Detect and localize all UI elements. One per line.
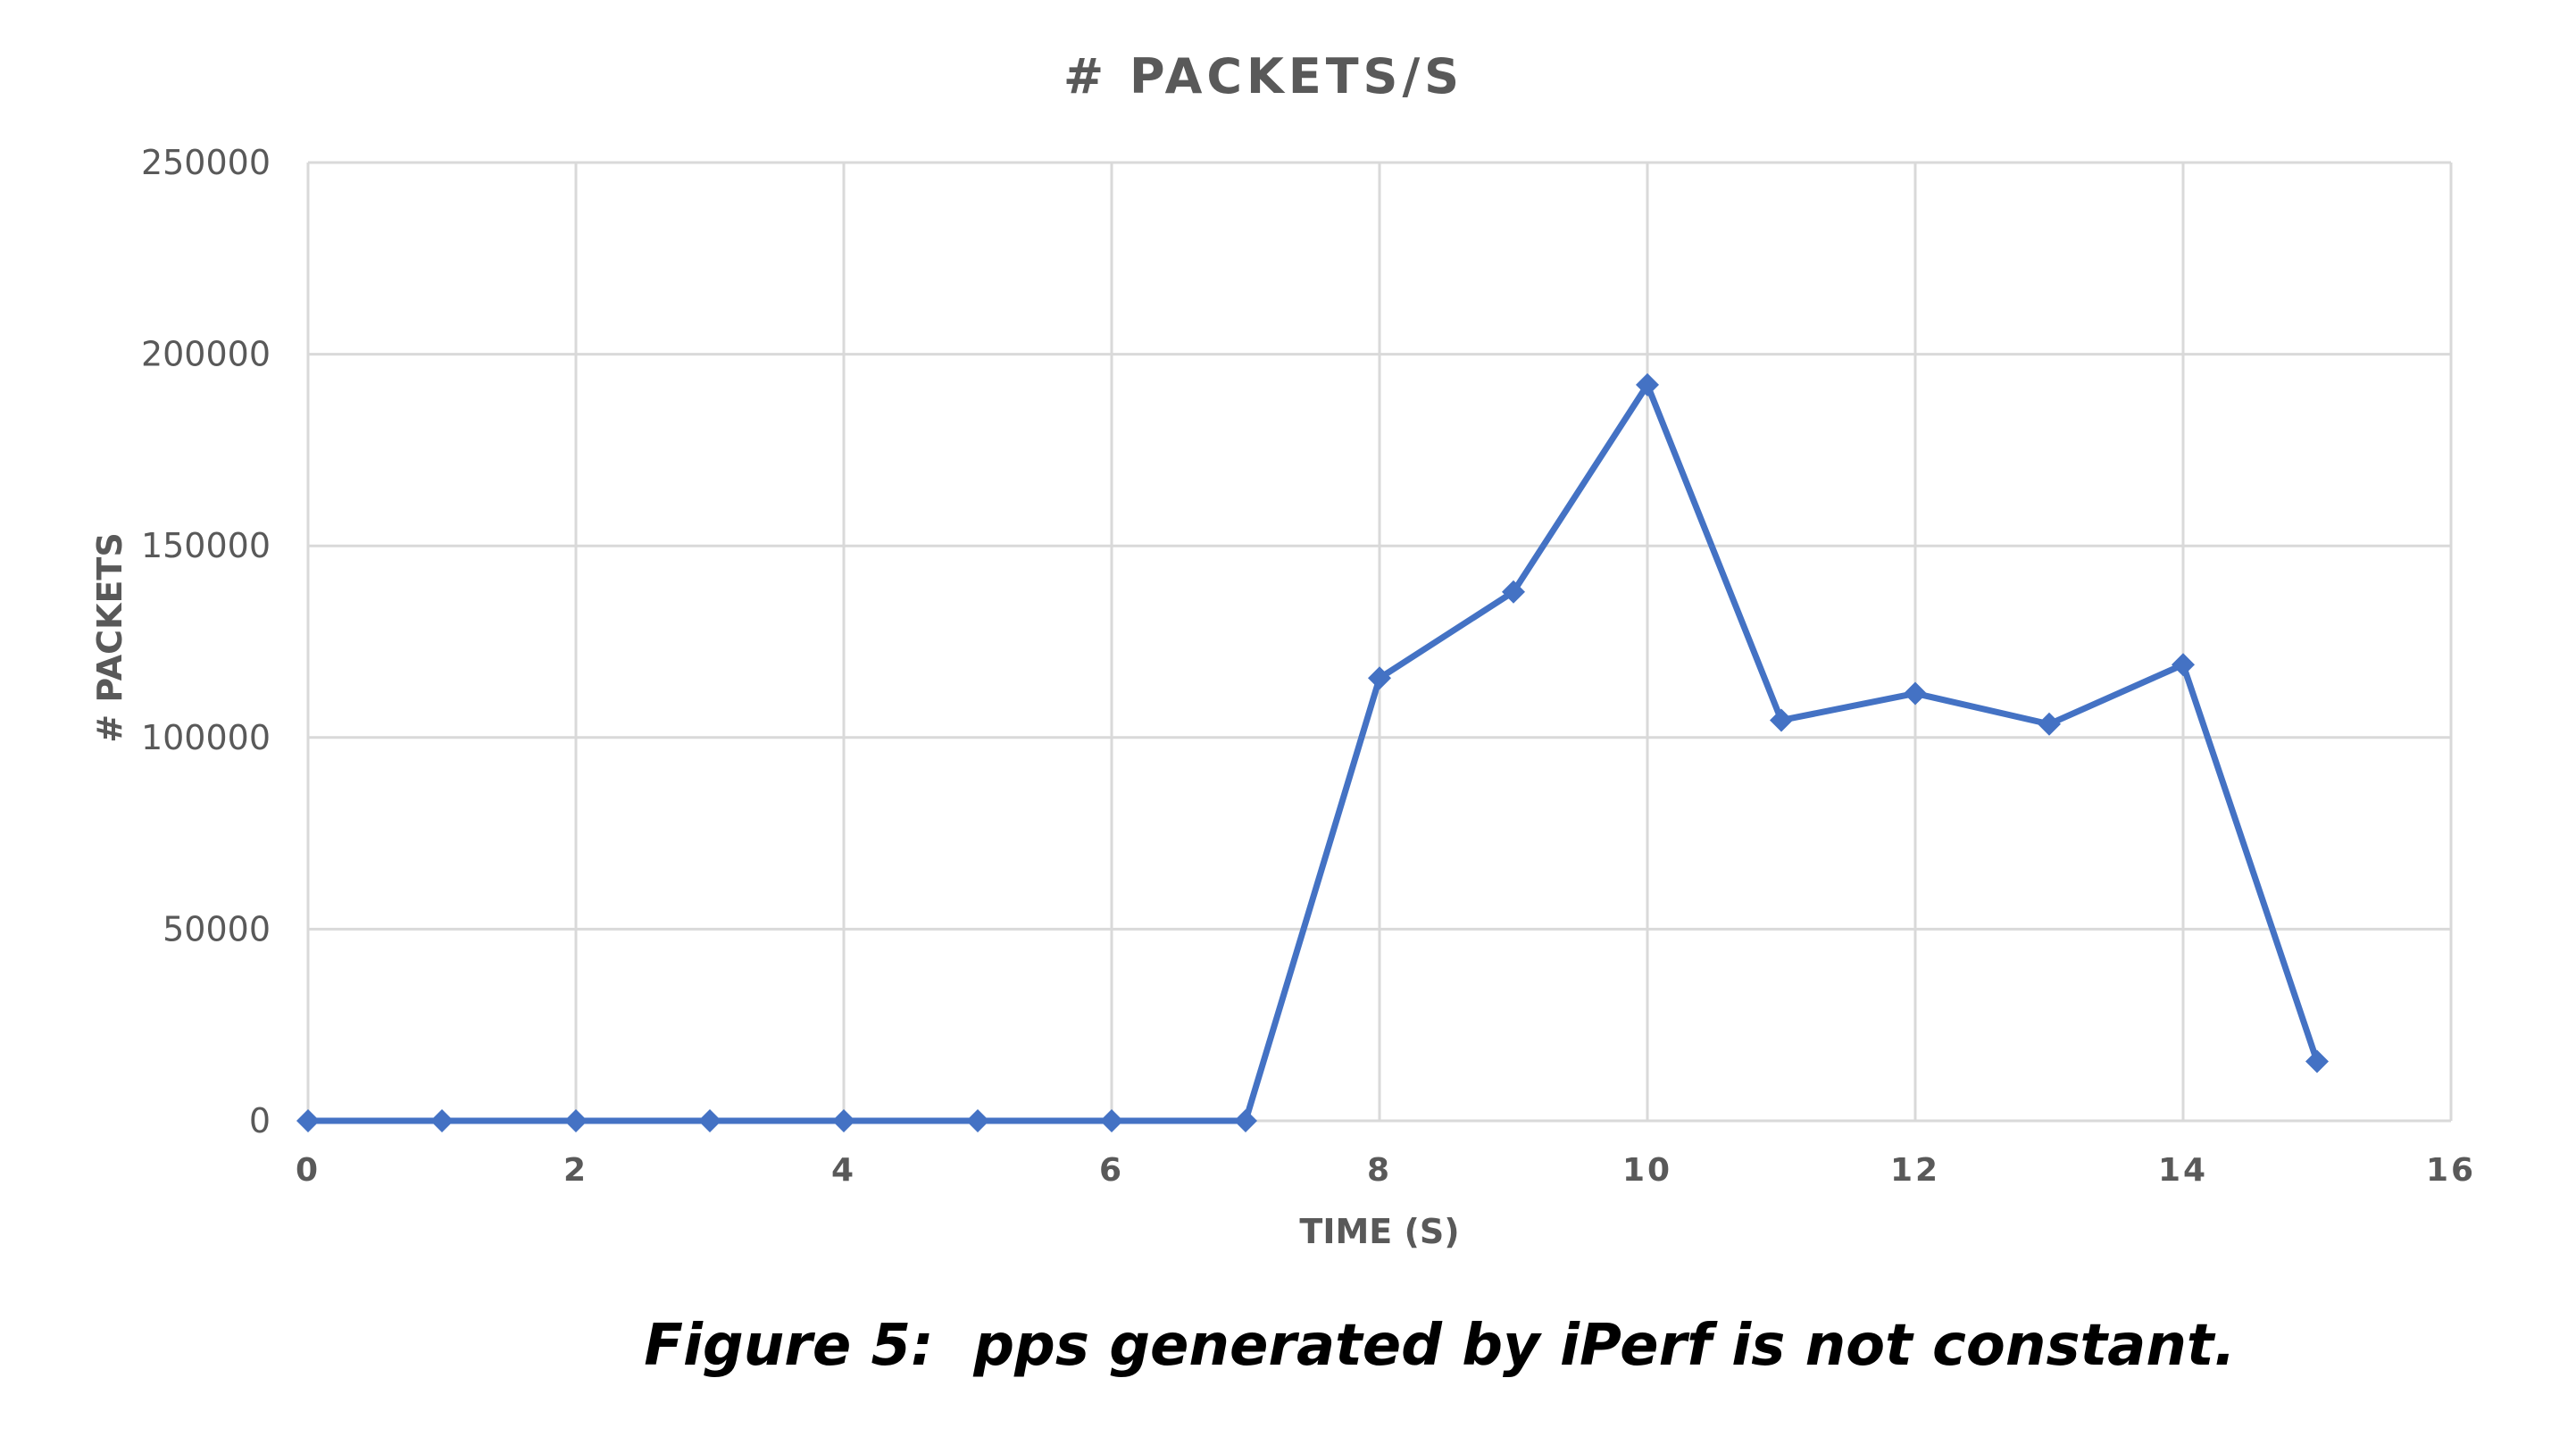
data-point-marker (296, 1109, 320, 1132)
series-line (308, 381, 2321, 1124)
y-axis-title: # PACKETS (90, 532, 129, 742)
y-tick-label: 150000 (141, 526, 271, 565)
y-tick-label: 0 (249, 1101, 271, 1140)
data-point-marker (966, 1109, 989, 1132)
data-point-marker (1502, 580, 1525, 604)
figure-caption: Figure 5: pps generated by iPerf is not … (644, 1313, 2236, 1379)
x-tick-label: 8 (1367, 1152, 1392, 1189)
x-tick-label: 2 (563, 1152, 588, 1189)
y-tick-label: 200000 (141, 335, 271, 374)
data-point-marker (832, 1109, 855, 1132)
y-axis-tick-labels: 0 50000 100000 150000 200000 250000 (141, 143, 271, 1140)
x-tick-label: 14 (2158, 1152, 2208, 1189)
data-point-marker (1904, 681, 1927, 706)
x-tick-label: 12 (1890, 1152, 1940, 1189)
data-point-marker (2038, 712, 2061, 736)
data-point-marker (1636, 372, 1659, 397)
x-tick-label: 6 (1099, 1152, 1124, 1189)
data-point-marker (1368, 666, 1391, 690)
y-tick-label: 50000 (163, 909, 271, 948)
x-axis-title: TIME (S) (1299, 1212, 1459, 1251)
data-point-marker (2305, 1049, 2329, 1073)
y-tick-label: 100000 (141, 718, 271, 757)
data-point-marker (2172, 653, 2195, 677)
x-tick-label: 4 (831, 1152, 856, 1189)
data-point-marker (1100, 1109, 1123, 1132)
x-axis-tick-labels: 0 2 4 6 8 10 12 14 16 (296, 1152, 2476, 1189)
x-tick-label: 0 (296, 1152, 321, 1189)
data-series (296, 372, 2329, 1132)
data-point-marker (564, 1109, 588, 1132)
data-point-marker (698, 1109, 721, 1132)
data-point-marker (1770, 708, 1793, 732)
gridlines (306, 161, 2453, 1123)
data-point-marker (430, 1109, 454, 1132)
chart-title: # PACKETS/S (1063, 48, 1463, 104)
x-tick-label: 16 (2426, 1152, 2476, 1189)
y-tick-label: 250000 (141, 143, 271, 182)
x-tick-label: 10 (1622, 1152, 1672, 1189)
data-point-marker (1234, 1109, 1257, 1132)
